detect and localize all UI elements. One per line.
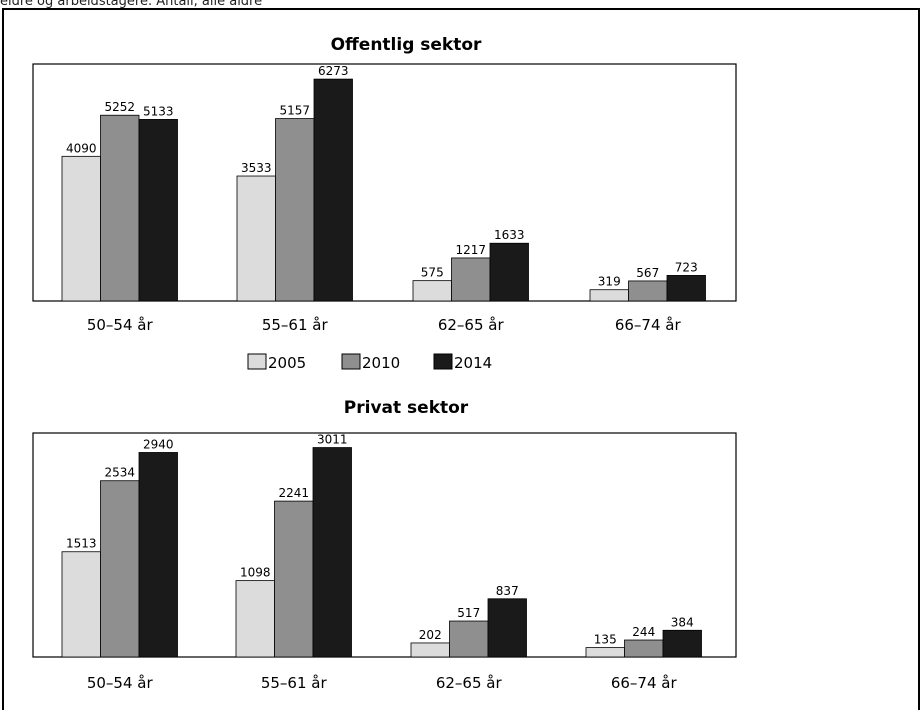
- bar-2014-1: [138, 452, 178, 658]
- bar-2005-1: [61, 155, 101, 302]
- top-caption: eldre og arbeidstagere. Antall, alle ald…: [0, 0, 263, 9]
- bar-2014-1: [138, 119, 178, 302]
- category-label: 66–74 år: [611, 674, 678, 692]
- value-label: 567: [636, 266, 659, 280]
- bar-2014-4: [666, 275, 706, 302]
- bar-2014-2: [313, 78, 353, 302]
- legend-label-2014: 2014: [454, 354, 492, 372]
- category-label: 50–54 år: [87, 316, 154, 334]
- legend-swatch-2014: [433, 353, 453, 370]
- bar-2010-2: [275, 118, 315, 302]
- value-label: 1633: [494, 228, 525, 242]
- value-label: 202: [419, 628, 442, 642]
- bar-2005-4: [585, 647, 625, 658]
- value-label: 3533: [241, 161, 272, 175]
- bar-2010-4: [628, 280, 668, 302]
- legend-label-2010: 2010: [362, 354, 400, 372]
- value-label: 384: [671, 615, 694, 629]
- value-label: 244: [632, 625, 655, 639]
- bar-2014-4: [662, 629, 702, 658]
- chart-privat-sektor: Privat sektor 1513 2534 2940 50–54 år 1098 224…: [32, 398, 737, 692]
- bar-2010-2: [274, 500, 314, 658]
- value-label: 837: [496, 584, 519, 598]
- category-label: 66–74 år: [615, 316, 682, 334]
- legend-label-2005: 2005: [268, 354, 306, 372]
- value-label: 1513: [66, 537, 97, 551]
- value-label: 575: [421, 266, 444, 280]
- bar-2010-3: [451, 257, 491, 302]
- value-label: 517: [457, 606, 480, 620]
- bar-2014-2: [312, 447, 352, 658]
- bar-2005-4: [589, 289, 629, 302]
- bar-2010-1: [100, 114, 140, 302]
- bar-2005-3: [410, 642, 450, 658]
- value-label: 1217: [455, 243, 486, 257]
- value-label: 723: [675, 260, 698, 274]
- category-label: 55–61 år: [262, 316, 329, 334]
- category-label: 50–54 år: [87, 674, 154, 692]
- value-label: 2241: [278, 486, 309, 500]
- value-label: 2940: [143, 437, 174, 451]
- value-label: 5157: [279, 104, 310, 118]
- category-label: 55–61 år: [261, 674, 328, 692]
- bar-2014-3: [489, 242, 529, 302]
- value-label: 4090: [66, 141, 97, 155]
- value-label: 2534: [104, 466, 135, 480]
- category-label: 62–65 år: [438, 316, 505, 334]
- value-label: 135: [594, 633, 617, 647]
- legend: 2005 2010 2014: [247, 353, 492, 372]
- value-label: 5252: [104, 100, 135, 114]
- value-label: 5133: [143, 104, 174, 118]
- bar-2010-4: [624, 639, 664, 658]
- bar-2005-2: [235, 580, 275, 658]
- chart-offentlig-sektor: Offentlig sektor 4090 5252 5133 50–54 år 3533…: [32, 35, 737, 334]
- bar-2010-3: [449, 620, 489, 658]
- bar-2010-1: [100, 480, 140, 658]
- value-label: 319: [598, 275, 621, 289]
- value-label: 1098: [240, 566, 271, 580]
- bar-2005-1: [61, 551, 101, 658]
- chart-title: Offentlig sektor: [331, 35, 482, 55]
- bar-2005-3: [412, 280, 452, 302]
- chart-title: Privat sektor: [344, 398, 469, 418]
- legend-swatch-2010: [341, 353, 361, 370]
- value-label: 3011: [317, 433, 348, 447]
- value-label: 6273: [318, 64, 349, 78]
- figure-frame: [2, 8, 920, 710]
- bar-2014-3: [487, 598, 527, 658]
- bar-2005-2: [236, 175, 276, 302]
- category-label: 62–65 år: [436, 674, 503, 692]
- legend-swatch-2005: [247, 353, 267, 370]
